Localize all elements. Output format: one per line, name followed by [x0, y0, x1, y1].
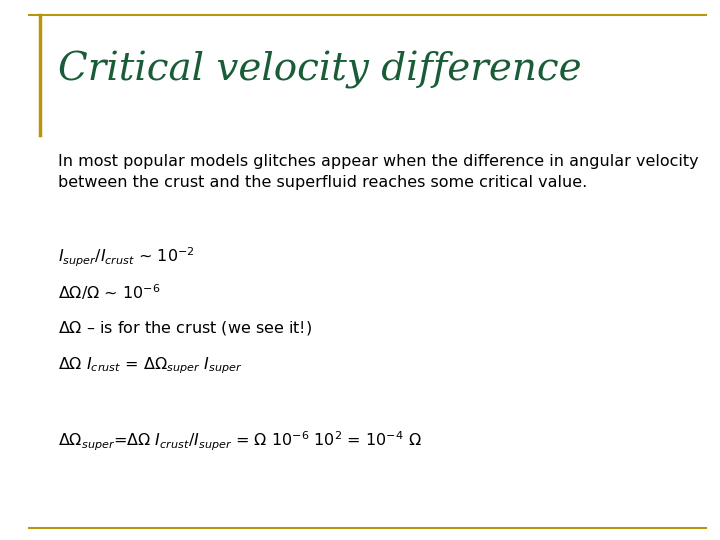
Text: In most popular models glitches appear when the difference in angular velocity
b: In most popular models glitches appear w…: [58, 154, 698, 190]
Text: $I_{super}/I_{crust}$ ~ 10$^{-2}$: $I_{super}/I_{crust}$ ~ 10$^{-2}$: [58, 246, 194, 269]
Text: $\Delta\Omega$ $I_{crust}$ = $\Delta\Omega_{super}$ $I_{super}$: $\Delta\Omega$ $I_{crust}$ = $\Delta\Ome…: [58, 356, 242, 376]
Text: $\Delta\Omega$ – is for the crust (we see it!): $\Delta\Omega$ – is for the crust (we se…: [58, 319, 312, 337]
Text: $\Delta\Omega/\Omega$ ~ 10$^{-6}$: $\Delta\Omega/\Omega$ ~ 10$^{-6}$: [58, 282, 160, 302]
Text: Critical velocity difference: Critical velocity difference: [58, 51, 581, 89]
Text: $\Delta\Omega_{super}$=$\Delta\Omega$ $I_{crust}$/$I_{super}$ = $\Omega$ 10$^{-6: $\Delta\Omega_{super}$=$\Delta\Omega$ $I…: [58, 429, 421, 453]
